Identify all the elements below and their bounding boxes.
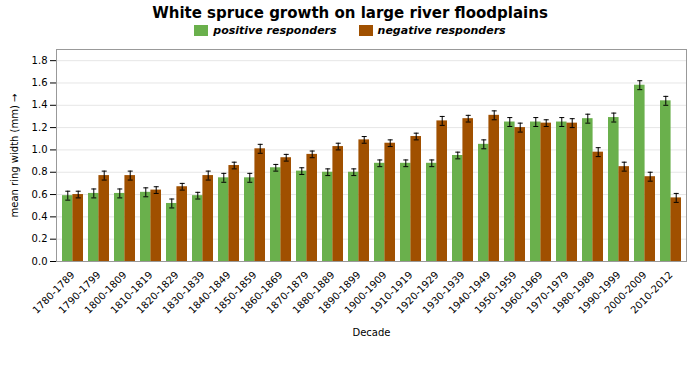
svg-text:1970-1979: 1970-1979 — [524, 269, 571, 316]
svg-text:1840-1849: 1840-1849 — [186, 269, 233, 316]
svg-text:1880-1889: 1880-1889 — [290, 269, 337, 316]
svg-text:1940-1949: 1940-1949 — [446, 269, 493, 316]
svg-text:1870-1879: 1870-1879 — [264, 269, 311, 316]
svg-text:1910-1919: 1910-1919 — [368, 269, 415, 316]
html-text:negative responders: negative responders — [377, 24, 506, 37]
svg-text:1780-1789: 1780-1789 — [30, 269, 77, 316]
svg-text:Decade: Decade — [353, 327, 391, 338]
svg-text:1800-1809: 1800-1809 — [82, 269, 129, 316]
svg-text:0.4: 0.4 — [32, 211, 48, 222]
svg-text:1820-1829: 1820-1829 — [134, 269, 181, 316]
svg-text:1.8: 1.8 — [32, 55, 48, 66]
svg-text:0.2: 0.2 — [32, 233, 48, 244]
html-text:positive responders: positive responders — [213, 24, 337, 37]
html-text:White spruce growth on large r: White spruce growth on large river flood… — [152, 4, 548, 22]
svg-text:1.2: 1.2 — [32, 122, 48, 133]
svg-text:mean ring width (mm) →: mean ring width (mm) → — [9, 94, 20, 218]
svg-text:1810-1819: 1810-1819 — [108, 269, 155, 316]
svg-text:1850-1859: 1850-1859 — [212, 269, 259, 316]
svg-text:1900-1909: 1900-1909 — [342, 269, 389, 316]
svg-text:0.0: 0.0 — [32, 256, 48, 267]
svg-text:1920-1929: 1920-1929 — [394, 269, 441, 316]
svg-text:1860-1869: 1860-1869 — [238, 269, 285, 316]
svg-text:1980-1989: 1980-1989 — [550, 269, 597, 316]
svg-text:1960-1969: 1960-1969 — [498, 269, 545, 316]
svg-text:1790-1799: 1790-1799 — [56, 269, 103, 316]
svg-text:0.6: 0.6 — [32, 189, 48, 200]
svg-text:1930-1939: 1930-1939 — [420, 269, 467, 316]
svg-text:1.0: 1.0 — [32, 144, 48, 155]
svg-text:0.8: 0.8 — [32, 166, 48, 177]
svg-text:2010-2012: 2010-2012 — [628, 269, 674, 315]
svg-text:1.6: 1.6 — [32, 77, 48, 88]
svg-text:1890-1899: 1890-1899 — [316, 269, 363, 316]
svg-text:1830-1839: 1830-1839 — [160, 269, 207, 316]
svg-text:2000-2009: 2000-2009 — [602, 269, 649, 316]
svg-text:1.4: 1.4 — [32, 99, 48, 110]
svg-text:1990-1999: 1990-1999 — [576, 269, 623, 316]
svg-text:1950-1959: 1950-1959 — [472, 269, 519, 316]
